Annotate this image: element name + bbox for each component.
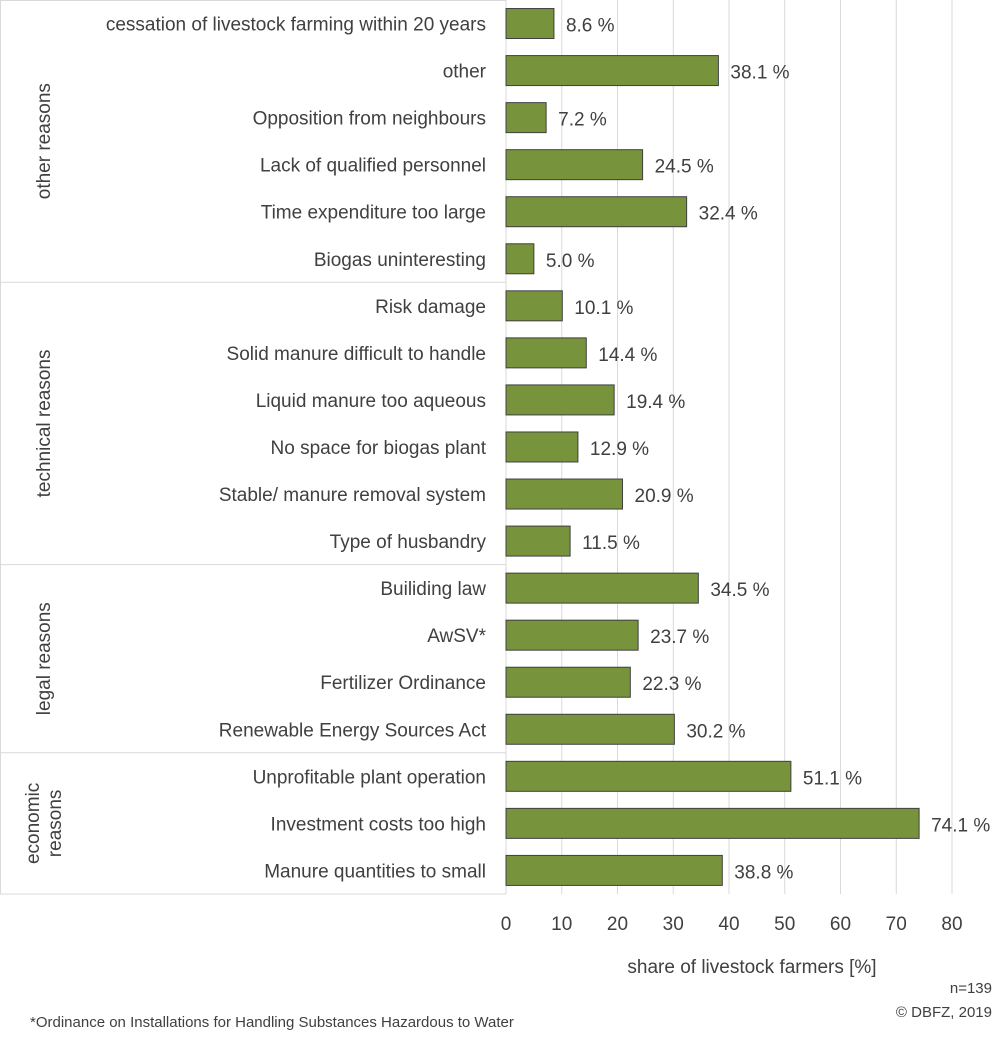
- bar: [505, 149, 644, 181]
- value-label: 34.5 %: [710, 580, 769, 601]
- x-tick-label: 10: [551, 914, 572, 935]
- value-label: 12.9 %: [590, 439, 649, 460]
- value-label: 51.1 %: [803, 768, 862, 789]
- value-label: 24.5 %: [655, 157, 714, 178]
- footnote: *Ordinance on Installations for Handling…: [30, 1014, 514, 1031]
- bar: [505, 290, 563, 322]
- value-label: 38.1 %: [730, 63, 789, 84]
- x-axis-ticks: 0 10 20 30 40 50 60 70 80: [501, 914, 963, 935]
- x-tick-label: 40: [718, 914, 739, 935]
- value-label: 38.8 %: [734, 862, 793, 883]
- bar: [505, 243, 535, 275]
- value-label: 14.4 %: [598, 345, 657, 366]
- group-label: technical reasons: [34, 350, 55, 498]
- category-label: Lack of qualified personnel: [260, 156, 486, 177]
- value-label: 8.6 %: [566, 16, 615, 37]
- bar: [505, 713, 675, 745]
- category-label: Solid manure difficult to handle: [227, 344, 486, 365]
- group-dividers: [0, 0, 506, 895]
- category-label: Time expenditure too large: [261, 203, 486, 224]
- x-tick-label: 80: [941, 914, 962, 935]
- category-label: Type of husbandry: [330, 532, 487, 553]
- group-label: legal reasons: [34, 602, 55, 715]
- bar: [505, 337, 587, 369]
- bar: [505, 854, 723, 886]
- bar: [505, 807, 920, 839]
- category-label: cessation of livestock farming within 20…: [106, 15, 486, 36]
- group-label: other reasons: [34, 83, 55, 199]
- value-label: 23.7 %: [650, 627, 709, 648]
- bar: [505, 666, 631, 698]
- x-axis-title: share of livestock farmers [%]: [627, 957, 876, 978]
- bar: [505, 478, 624, 510]
- category-label: Builiding law: [380, 579, 486, 600]
- value-label: 30.2 %: [686, 721, 745, 742]
- bar: [505, 196, 688, 228]
- category-label: Opposition from neighbours: [253, 109, 486, 130]
- value-label: 32.4 %: [699, 204, 758, 225]
- bar: [505, 760, 792, 792]
- x-tick-label: 60: [830, 914, 851, 935]
- bar: [505, 8, 555, 40]
- category-label: Liquid manure too aqueous: [256, 391, 486, 412]
- group-label: economic: [23, 783, 44, 864]
- value-label: 5.0 %: [546, 251, 595, 272]
- x-tick-label: 0: [501, 914, 512, 935]
- bar: [505, 525, 571, 557]
- x-tick-label: 50: [774, 914, 795, 935]
- value-label: 19.4 %: [626, 392, 685, 413]
- group-labels: other reasons technical reasons legal reas…: [23, 83, 66, 864]
- x-tick-label: 20: [607, 914, 628, 935]
- sample-size-note: n=139: [949, 980, 992, 997]
- value-label: 7.2 %: [558, 110, 607, 131]
- bar: [505, 55, 719, 87]
- x-tick-label: 30: [663, 914, 684, 935]
- category-label: Unprofitable plant operation: [253, 767, 486, 788]
- value-label: 11.5 %: [582, 533, 640, 554]
- bar-chart: cessation of livestock farming within 20…: [0, 0, 990, 978]
- category-label: Investment costs too high: [271, 814, 486, 835]
- value-label: 22.3 %: [642, 674, 701, 695]
- bar: [505, 572, 699, 604]
- bar: [505, 384, 615, 416]
- copyright-note: © DBFZ, 2019: [895, 1004, 992, 1021]
- category-label: Manure quantities to small: [264, 861, 486, 882]
- value-labels: 8.6 % 38.1 % 7.2 % 24.5 % 32.4 % 5.0 % 10.1 % 1…: [546, 16, 990, 884]
- value-label: 20.9 %: [635, 486, 694, 507]
- category-label: Stable/ manure removal system: [219, 485, 486, 506]
- category-label: AwSV*: [427, 626, 486, 647]
- x-tick-label: 70: [886, 914, 907, 935]
- category-label: Fertilizer Ordinance: [320, 673, 486, 694]
- bar: [505, 102, 547, 134]
- category-labels: cessation of livestock farming within 20…: [106, 15, 487, 883]
- category-label: Renewable Energy Sources Act: [219, 720, 487, 741]
- value-label: 10.1 %: [574, 298, 633, 319]
- value-label: 74.1 %: [931, 815, 990, 836]
- category-label: Risk damage: [375, 297, 486, 318]
- bars: [505, 8, 920, 886]
- bar: [505, 431, 579, 463]
- category-label: other: [443, 62, 487, 83]
- category-label: Biogas uninteresting: [314, 250, 486, 271]
- bar: [505, 619, 639, 651]
- category-label: No space for biogas plant: [271, 438, 487, 459]
- group-label: reasons: [45, 790, 66, 858]
